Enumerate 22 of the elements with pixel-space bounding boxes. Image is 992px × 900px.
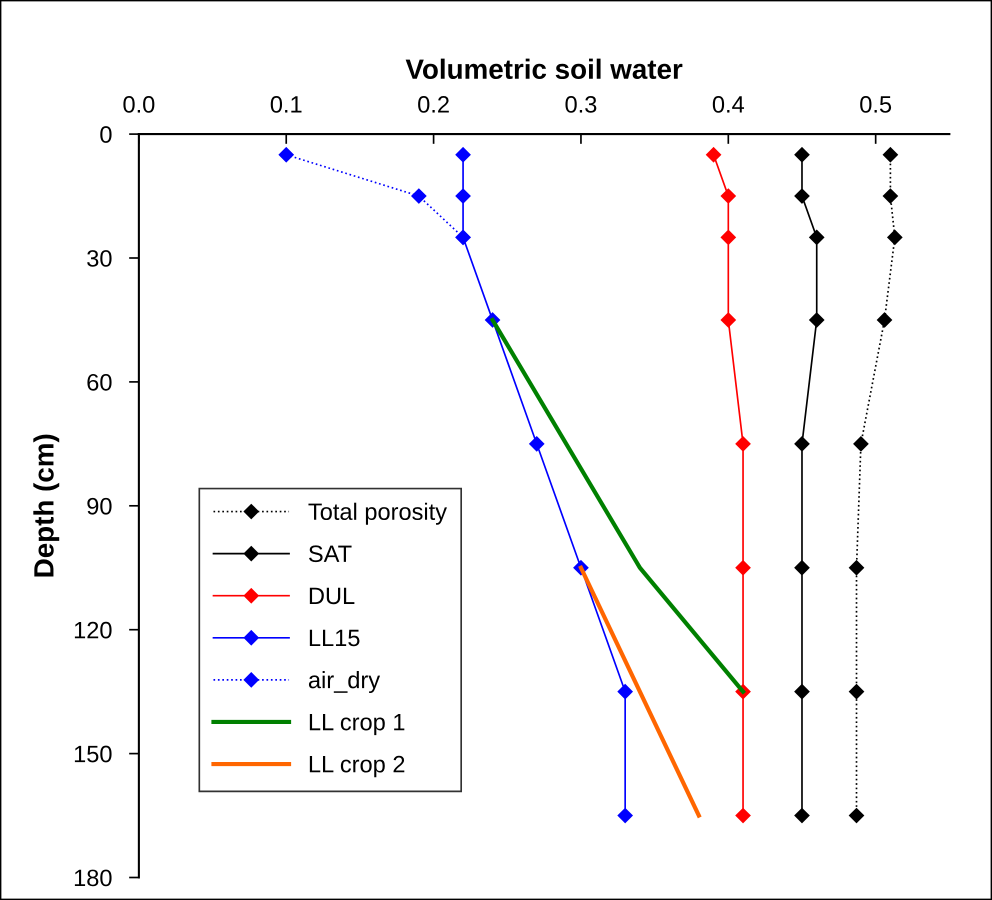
legend-label: LL15	[310, 630, 360, 646]
y-tick-label: 60	[87, 374, 112, 391]
y-tick-label: 90	[87, 498, 112, 515]
x-tick-label: 0.5	[860, 96, 892, 113]
x-tick-label: 0.3	[565, 96, 596, 113]
x-axis-title: Volumetric soil water	[406, 58, 682, 80]
y-tick-label: 30	[87, 250, 112, 267]
legend-label: LL crop 2	[310, 756, 404, 778]
y-tick-label: 0	[100, 126, 112, 143]
y-axis-title: Depth (cm)	[33, 434, 60, 576]
x-tick-label: 0.2	[418, 96, 449, 113]
x-tick-label: 0.4	[712, 96, 744, 113]
legend-label: air_dry	[308, 671, 380, 694]
legend-label: SAT	[309, 545, 352, 562]
y-tick-label: 180	[74, 870, 112, 886]
legend-label: Total porosity	[308, 502, 447, 525]
y-tick-label: 150	[74, 746, 112, 762]
legend-label: LL crop 1	[310, 714, 404, 736]
x-tick-label: 0.0	[123, 96, 154, 113]
legend-label: DUL	[310, 588, 354, 604]
y-tick-label: 120	[74, 622, 112, 638]
x-tick-label: 0.1	[270, 96, 302, 113]
